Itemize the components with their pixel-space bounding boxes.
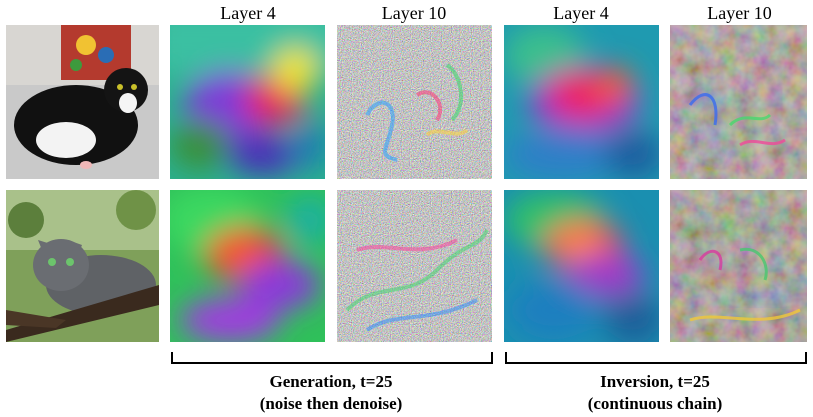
inversion-caption-line2: (continuous chain) [587, 394, 723, 413]
inversion-caption: Inversion, t=25 (continuous chain) [505, 371, 805, 415]
inv-layer10-row1 [670, 25, 807, 179]
generation-caption: Generation, t=25 (noise then denoise) [171, 371, 491, 415]
gen-layer4-row2 [170, 190, 325, 342]
gen-layer10-row2 [337, 190, 492, 342]
header-inv-layer4: Layer 4 [553, 3, 609, 23]
photo-black-white-cat [6, 25, 159, 179]
inversion-bracket [505, 352, 807, 364]
inv-layer10-row2 [670, 190, 807, 342]
header-gen-layer4: Layer 4 [220, 3, 276, 23]
generation-caption-line2: (noise then denoise) [259, 394, 403, 413]
gen-layer4-row1 [170, 25, 325, 179]
gen-layer10-row1 [337, 25, 492, 179]
generation-bracket [171, 352, 493, 364]
header-inv-layer10: Layer 10 [707, 3, 772, 23]
inv-layer4-row2 [504, 190, 659, 342]
generation-caption-line1: Generation, t=25 [269, 372, 393, 391]
inv-layer4-row1 [504, 25, 659, 179]
header-gen-layer10: Layer 10 [381, 3, 447, 23]
photo-gray-cat [6, 190, 159, 342]
inversion-caption-line1: Inversion, t=25 [600, 372, 710, 391]
